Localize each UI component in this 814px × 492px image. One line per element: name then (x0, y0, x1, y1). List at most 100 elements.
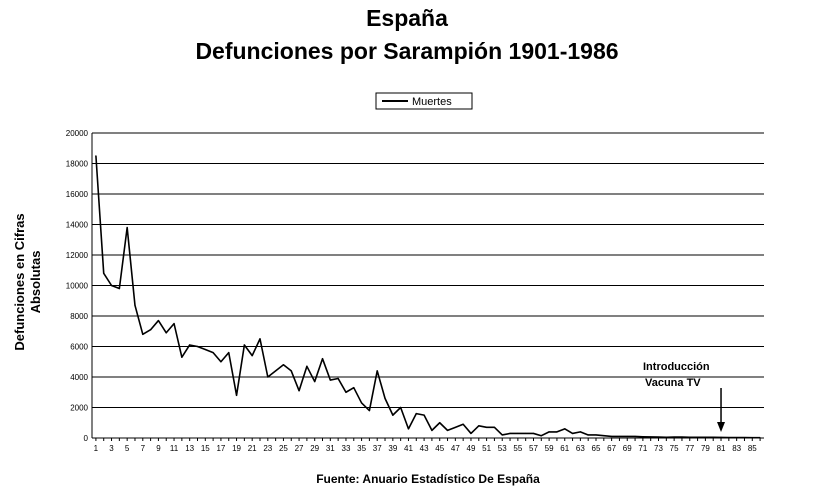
data-point (290, 370, 292, 372)
data-point (642, 436, 644, 438)
data-point (165, 332, 167, 334)
x-tick-label: 15 (201, 444, 210, 453)
legend: Muertes (375, 92, 473, 110)
x-tick-label: 61 (560, 444, 569, 453)
y-axis-label-line2: Absolutas (28, 251, 43, 314)
data-point (446, 429, 449, 431)
x-tick-label: 1 (94, 444, 99, 453)
x-tick-label: 73 (654, 444, 663, 453)
data-point (103, 272, 105, 274)
data-point (611, 435, 613, 438)
data-point (360, 402, 363, 404)
series-line-muertes (95, 155, 761, 439)
data-point (134, 304, 136, 306)
data-point (462, 423, 464, 425)
x-tick-label: 23 (263, 444, 272, 453)
data-point (337, 377, 339, 380)
data-point (736, 436, 738, 439)
data-point (532, 432, 535, 435)
series-layer (95, 155, 761, 439)
data-point (587, 434, 589, 436)
data-point (212, 352, 214, 354)
data-point (603, 435, 605, 437)
y-tick-label: 12000 (66, 251, 89, 260)
data-point (329, 379, 331, 381)
x-tick-label: 83 (732, 444, 741, 453)
x-tick-label: 77 (685, 444, 694, 453)
data-point (493, 426, 496, 428)
data-point (282, 364, 285, 366)
data-point (525, 432, 527, 435)
data-point (470, 432, 472, 435)
data-point (751, 437, 753, 439)
y-tick-label: 0 (84, 434, 89, 443)
data-point (228, 352, 230, 354)
x-tick-label: 33 (342, 444, 351, 453)
data-point (118, 287, 120, 290)
data-point (657, 436, 660, 438)
data-point (243, 344, 245, 346)
data-point (454, 426, 456, 428)
x-tick-label: 85 (748, 444, 757, 453)
data-point (407, 428, 410, 430)
y-tick-labels: 0 2000 4000 6000 8000 10000 12000 14000 16000 180… (66, 129, 89, 443)
data-point (681, 436, 683, 438)
data-point (251, 355, 253, 357)
y-tick-label: 18000 (66, 160, 89, 169)
x-tick-label: 17 (216, 444, 225, 453)
y-tick-label: 14000 (66, 221, 89, 230)
y-tick-label: 10000 (66, 282, 89, 291)
x-tick-label: 59 (545, 444, 554, 453)
x-tick-label: 21 (248, 444, 257, 453)
x-tick-label: 5 (125, 444, 130, 453)
x-tick-label: 49 (467, 444, 476, 453)
data-point (517, 432, 519, 435)
x-tick-label: 45 (435, 444, 444, 453)
x-tick-label: 81 (717, 444, 726, 453)
data-point (314, 380, 316, 383)
x-tick-label: 69 (623, 444, 632, 453)
legend-box (375, 92, 473, 110)
data-point (400, 406, 402, 409)
x-tick-label: 7 (141, 444, 146, 453)
x-tick-label: 29 (310, 444, 319, 453)
x-tick-label: 71 (638, 444, 647, 453)
data-point (204, 348, 206, 351)
data-point (556, 431, 558, 433)
x-tick-label: 25 (279, 444, 288, 453)
data-point (95, 155, 97, 157)
data-point (540, 435, 542, 437)
data-point (743, 436, 746, 439)
data-point (196, 345, 199, 348)
x-tick-label: 57 (529, 444, 538, 453)
data-point (415, 413, 417, 415)
data-point (150, 329, 152, 331)
annotation-arrow-head (717, 422, 726, 432)
data-point (384, 397, 386, 399)
x-tick-label: 27 (295, 444, 304, 453)
data-point (181, 356, 183, 358)
data-point (173, 323, 175, 325)
y-tick-label: 8000 (70, 312, 88, 321)
x-tick-label: 65 (592, 444, 601, 453)
chart-subtitle: Defunciones por Sarampión 1901-1986 (195, 38, 619, 64)
annotation: Introducción Vacuna TV (643, 361, 726, 432)
x-tick-label: 19 (232, 444, 241, 453)
legend-label-muertes: Muertes (412, 96, 452, 108)
data-point (689, 436, 691, 438)
data-point (634, 435, 636, 438)
x-tick-label: 79 (701, 444, 710, 453)
x-tick-label: 31 (326, 444, 335, 453)
data-point (353, 387, 355, 389)
x-tick-label: 39 (388, 444, 397, 453)
x-tick-label: 35 (357, 444, 366, 453)
gridlines (91, 132, 764, 439)
x-tick-label: 67 (607, 444, 616, 453)
data-point (376, 370, 378, 372)
x-tick-label: 11 (170, 444, 179, 453)
data-point (298, 390, 300, 392)
x-tick-label: 47 (451, 444, 460, 453)
data-point (759, 437, 761, 439)
data-point (564, 428, 566, 430)
data-point (712, 436, 714, 438)
